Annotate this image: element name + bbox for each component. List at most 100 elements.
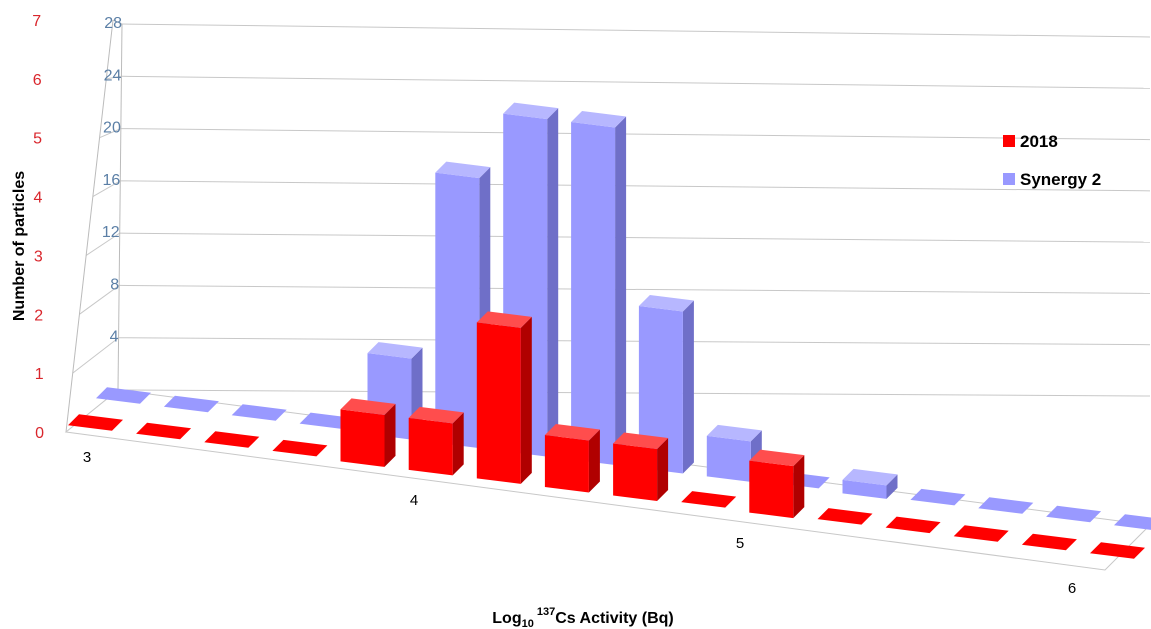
bar-synergy-2-side — [547, 108, 559, 457]
bar-2018 — [272, 439, 328, 457]
bar-2018-top — [272, 439, 328, 457]
bar-synergy-2 — [910, 488, 966, 506]
x-axis-title-sub: 10 — [522, 618, 534, 629]
y-left-tick-label: 1 — [35, 366, 44, 383]
bar-synergy-2-top — [96, 387, 151, 404]
left-axis-line — [65, 19, 114, 433]
bar-2018 — [476, 311, 532, 484]
x-axis-title-prefix: Log — [492, 610, 521, 627]
bar-2018-top — [204, 431, 260, 448]
bar-2018-top — [681, 491, 737, 508]
gridline-back — [119, 232, 1151, 243]
x-tick-label: 3 — [83, 449, 91, 466]
y-left-tick-label: 5 — [33, 131, 42, 148]
legend-label-synergy-2: Synergy 2 — [1020, 170, 1101, 189]
bar-synergy-2-top — [367, 342, 423, 359]
bar-2018 — [204, 431, 260, 448]
bar-synergy-2-top — [503, 102, 559, 120]
bar-2018-top — [476, 311, 532, 328]
bar-synergy-2-side — [615, 116, 627, 465]
bar-synergy-2-front — [842, 479, 887, 499]
bar-2018 — [613, 432, 669, 501]
gridline-side — [112, 19, 123, 25]
gridlines — [65, 19, 1151, 433]
y-left-tick-label: 6 — [33, 72, 42, 89]
bar-2018-front — [408, 417, 453, 476]
bar-2018-side — [520, 316, 532, 484]
gridline-side — [99, 128, 122, 139]
y-right-tick-labels: 4 8 12 16 20 24 28 — [102, 15, 122, 346]
gridline-back — [119, 284, 1151, 294]
bar-synergy-2-top — [435, 161, 491, 179]
gridline-back — [117, 389, 1151, 397]
y-left-tick-label: 3 — [34, 248, 43, 265]
bar-2018-top — [136, 422, 192, 440]
bar-2018 — [136, 422, 192, 440]
gridline-back — [118, 337, 1151, 346]
bar-2018 — [340, 398, 396, 467]
y-right-tick-label: 24 — [104, 67, 122, 84]
legend: 2018 Synergy 2 — [1003, 132, 1101, 189]
bar-synergy-2-top — [571, 111, 627, 128]
bar-2018 — [68, 414, 123, 431]
bar-synergy-2-top — [1046, 505, 1102, 523]
bar-synergy-2-top — [706, 424, 762, 442]
bar-synergy-2-front — [706, 435, 751, 482]
y-axis-title: Number of particles — [11, 171, 28, 321]
bar-2018-top — [408, 406, 464, 424]
bar-2018-side — [588, 429, 600, 493]
x-tick-label: 6 — [1068, 580, 1076, 597]
bar-2018-top — [953, 525, 1009, 542]
bar-2018 — [1090, 542, 1145, 559]
bar-synergy-2-side — [886, 474, 898, 499]
x-axis-title-sup: 137 — [537, 606, 555, 618]
y-left-tick-label: 2 — [34, 307, 43, 324]
bar-2018 — [544, 424, 600, 493]
bar-synergy-2 — [96, 387, 151, 404]
bar-2018 — [408, 406, 464, 476]
y-right-tick-label: 8 — [110, 276, 119, 293]
legend-label-2018: 2018 — [1020, 132, 1058, 151]
bar-synergy-2 — [842, 468, 898, 499]
bar-2018-front — [340, 409, 385, 467]
gridline-side — [72, 337, 119, 374]
bar-synergy-2 — [1046, 505, 1102, 523]
bar-2018-top — [544, 424, 600, 441]
y-left-tick-label: 0 — [35, 425, 44, 442]
bar-synergy-2 — [978, 497, 1034, 514]
y-left-tick-label: 4 — [33, 190, 42, 207]
legend-swatch-synergy-2 — [1003, 173, 1015, 185]
bar-2018 — [817, 508, 873, 525]
x-tick-labels: 3 4 5 6 — [83, 449, 1076, 597]
gridline-side — [92, 180, 121, 198]
gridline-back — [120, 128, 1151, 141]
bar-2018-top — [340, 398, 396, 415]
bar-synergy-2-top — [842, 468, 898, 486]
legend-swatch-2018 — [1003, 135, 1015, 147]
bar-synergy-2 — [638, 295, 694, 474]
bars — [68, 102, 1151, 559]
bar-synergy-2-top — [1114, 514, 1151, 530]
bar-2018 — [885, 516, 941, 534]
bar-synergy-2-front — [571, 122, 616, 465]
bar-2018 — [681, 491, 737, 508]
gridline-side — [85, 232, 120, 256]
bar-synergy-2-top — [163, 395, 219, 413]
bar-synergy-2-side — [682, 300, 694, 474]
gridline-side — [79, 285, 120, 315]
bar-2018-top — [613, 432, 669, 449]
y-left-tick-label: 7 — [32, 13, 41, 30]
bar-2018-side — [793, 455, 805, 519]
bar-2018-side — [384, 403, 396, 467]
y-right-tick-label: 20 — [103, 120, 121, 137]
bar-2018-side — [657, 438, 669, 501]
bar-2018-top — [68, 414, 123, 431]
bar-2018-top — [885, 516, 941, 534]
y-right-tick-label: 12 — [102, 224, 120, 241]
bar-synergy-2-top — [231, 404, 287, 421]
right-axis-line — [117, 23, 123, 391]
bar-synergy-2 — [571, 111, 627, 465]
bar-synergy-2-top — [638, 295, 694, 312]
bar-2018-front — [613, 443, 658, 501]
y-left-tick-labels: 0 1 2 3 4 5 6 7 — [32, 13, 44, 442]
